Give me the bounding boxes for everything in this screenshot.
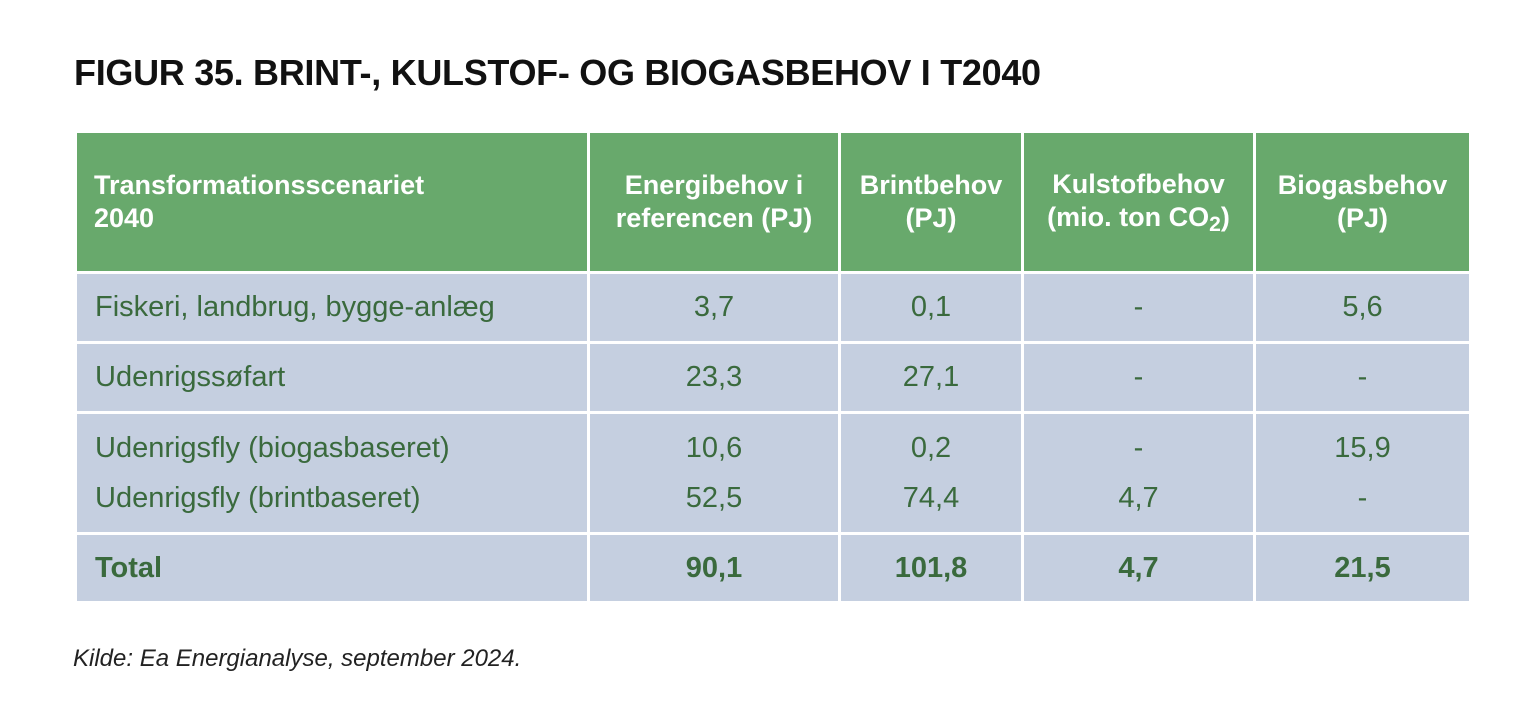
header-carbon-line-2: (mio. ton CO2) (1047, 202, 1230, 236)
cell-hydrogen: 0,1 (838, 271, 1024, 344)
header-biogas: Biogasbehov (PJ) (1253, 130, 1472, 274)
header-carbon-unit: (mio. ton CO (1047, 202, 1210, 232)
header-hydrogen-line-2: (PJ) (905, 203, 957, 233)
header-scenario-line-2: 2040 (94, 203, 155, 233)
row-label: Udenrigssøfart (74, 341, 590, 414)
header-hydrogen-line-1: Brintbehov (859, 170, 1003, 200)
cell-energy: 10,6 (685, 432, 743, 464)
header-carbon: Kulstofbehov (mio. ton CO2) (1021, 130, 1256, 274)
cell-carbon: - (1021, 271, 1256, 344)
header-energy-line-1: Energibehov i (624, 170, 804, 200)
cell-biogas-group: 15,9 - (1253, 411, 1472, 535)
source-note: Kilde: Ea Energianalyse, september 2024. (73, 645, 521, 673)
table-row: Udenrigssøfart 23,3 27,1 - - (74, 341, 1472, 414)
cell-carbon: - (1021, 341, 1256, 414)
cell-energy: 52,5 (685, 482, 743, 514)
total-biogas: 21,5 (1253, 532, 1472, 604)
cell-hydrogen-group: 0,2 74,4 (838, 411, 1024, 535)
total-hydrogen: 101,8 (838, 532, 1024, 604)
cell-hydrogen: 0,2 (910, 432, 952, 464)
cell-biogas: 5,6 (1253, 271, 1472, 344)
header-carbon-subscript: 2 (1209, 213, 1221, 236)
header-row: Transformationsscenariet 2040 Energibeho… (74, 130, 1472, 274)
header-scenario-line-1: Transformationsscenariet (94, 170, 425, 200)
cell-carbon: 4,7 (1118, 482, 1159, 514)
header-biogas-line-1: Biogasbehov (1277, 170, 1448, 200)
header-scenario: Transformationsscenariet 2040 (74, 130, 590, 274)
total-carbon: 4,7 (1021, 532, 1256, 604)
cell-carbon: - (1133, 432, 1144, 464)
cell-energy: 23,3 (587, 341, 841, 414)
cell-hydrogen: 27,1 (838, 341, 1024, 414)
table-row: Fiskeri, landbrug, bygge-anlæg 3,7 0,1 -… (74, 271, 1472, 344)
total-label: Total (74, 532, 590, 604)
row-label: Fiskeri, landbrug, bygge-anlæg (74, 271, 590, 344)
cell-energy-group: 10,6 52,5 (587, 411, 841, 535)
header-carbon-close: ) (1220, 202, 1230, 232)
cell-carbon-group: - 4,7 (1021, 411, 1256, 535)
source-text: : Ea Energianalyse, september 2024. (126, 645, 522, 672)
data-table: Transformationsscenariet 2040 Energibeho… (74, 130, 1472, 604)
row-label-group: Udenrigsfly (biogasbaseret) Udenrigsfly … (74, 411, 590, 535)
header-energy: Energibehov i referencen (PJ) (587, 130, 841, 274)
total-row: Total 90,1 101,8 4,7 21,5 (74, 532, 1472, 604)
cell-biogas: - (1357, 482, 1368, 514)
cell-biogas: 15,9 (1334, 432, 1391, 464)
cell-hydrogen: 74,4 (902, 482, 960, 514)
table-row-grouped: Udenrigsfly (biogasbaseret) Udenrigsfly … (74, 411, 1472, 535)
total-energy: 90,1 (587, 532, 841, 604)
cell-energy: 3,7 (587, 271, 841, 344)
figure-title: FIGUR 35. BRINT-, KULSTOF- OG BIOGASBEHO… (74, 52, 1041, 93)
cell-biogas: - (1253, 341, 1472, 414)
header-carbon-line-1: Kulstofbehov (1052, 169, 1225, 199)
header-hydrogen: Brintbehov (PJ) (838, 130, 1024, 274)
header-energy-line-2: referencen (PJ) (615, 203, 813, 233)
header-biogas-line-2: (PJ) (1336, 203, 1388, 233)
row-label: Udenrigsfly (biogasbaseret) (95, 432, 450, 464)
row-label: Udenrigsfly (brintbaseret) (95, 482, 421, 514)
source-label: Kilde (73, 645, 127, 672)
